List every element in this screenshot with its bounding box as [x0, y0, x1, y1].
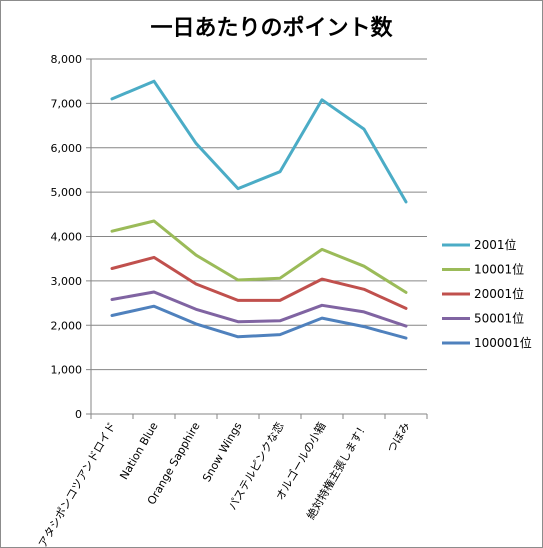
series-line	[110, 79, 408, 204]
y-tick-label: 2,000	[51, 319, 83, 332]
y-tick-label: 7,000	[51, 97, 83, 110]
series-line	[110, 290, 408, 328]
y-tick-label: 3,000	[51, 275, 83, 288]
legend-label: 10001位	[474, 262, 524, 277]
series-line	[110, 304, 408, 340]
legend: 2001位 10001位 20001位 50001位 100001位	[442, 237, 532, 350]
x-tick-label: Nation Blue	[117, 420, 160, 482]
series-lines	[110, 79, 408, 340]
y-tick-label: 0	[75, 408, 82, 421]
series-line	[110, 255, 408, 310]
legend-label: 2001位	[474, 237, 517, 252]
y-tick-label: 1,000	[51, 364, 83, 377]
legend-label: 20001位	[474, 286, 524, 301]
series-line	[110, 219, 408, 294]
legend-label: 50001位	[474, 311, 524, 326]
y-tick-label: 4,000	[51, 231, 83, 244]
y-tick-label: 8,000	[51, 53, 83, 66]
y-tick-label: 5,000	[51, 186, 83, 199]
legend-label: 100001位	[474, 335, 532, 350]
chart-title: 一日あたりのポイント数	[150, 16, 393, 41]
x-tick-label: アタシポンコツアンドロイド	[36, 420, 119, 548]
y-axis-ticks: 0 1,000 2,000 3,000 4,000 5,000 6,000 7,000 8,00…	[51, 53, 91, 421]
x-tick-label: Snow Wings	[200, 420, 245, 484]
y-tick-label: 6,000	[51, 142, 83, 155]
x-tick-label: つぼみ	[385, 420, 413, 455]
gridlines	[91, 58, 427, 371]
